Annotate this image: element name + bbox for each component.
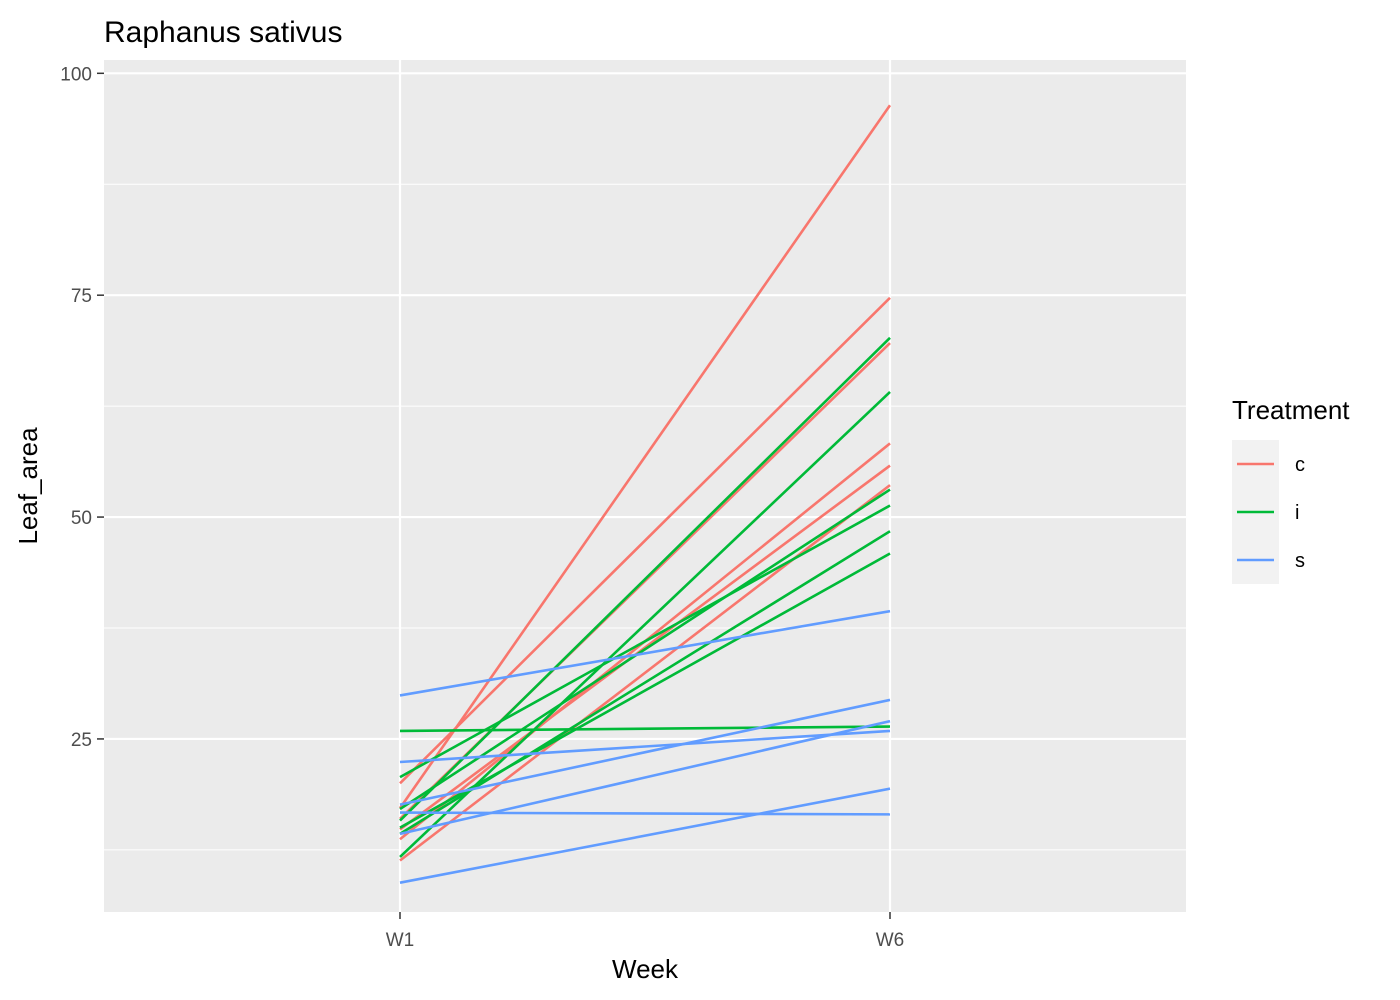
- y-tick-label: 75: [71, 286, 92, 307]
- series-line-s: [399, 811, 891, 816]
- series-lines: [398, 104, 892, 884]
- x-axis-title: Week: [612, 954, 679, 984]
- legend-items: c i s: [1232, 440, 1305, 584]
- plot-panel: [104, 60, 1186, 912]
- series-line-i: [399, 725, 891, 733]
- legend-label-s: s: [1295, 550, 1305, 572]
- series-line-i: [399, 552, 891, 829]
- legend-label-i: i: [1295, 502, 1299, 524]
- series-line-i: [399, 336, 891, 822]
- legend-title: Treatment: [1232, 395, 1350, 425]
- y-tick-label: 25: [71, 730, 92, 751]
- y-axis-title: Leaf_area: [13, 427, 43, 545]
- y-tick-label: 50: [71, 508, 92, 529]
- legend: Treatment c i s: [1232, 395, 1350, 584]
- series-line-c: [398, 104, 892, 809]
- series-line-s: [399, 787, 891, 884]
- major-gridlines: [104, 60, 1186, 912]
- x-axis: W1 W6: [386, 912, 905, 951]
- series-line-s: [399, 729, 891, 764]
- series-line-c: [399, 484, 891, 862]
- chart-title: Raphanus sativus: [104, 16, 342, 49]
- series-line-i: [399, 390, 891, 858]
- legend-label-c: c: [1295, 454, 1305, 476]
- series-line-i: [399, 504, 891, 779]
- minor-gridlines: [104, 183, 1186, 851]
- x-tick-label: W6: [876, 930, 905, 951]
- y-axis: 25 50 75 100: [60, 64, 104, 751]
- series-line-c: [399, 464, 891, 831]
- series-line-s: [399, 719, 891, 836]
- series-line-s: [399, 609, 891, 697]
- y-tick-label: 100: [60, 64, 92, 85]
- series-line-s: [399, 698, 891, 806]
- x-tick-label: W1: [386, 930, 415, 951]
- series-line-c: [399, 296, 891, 785]
